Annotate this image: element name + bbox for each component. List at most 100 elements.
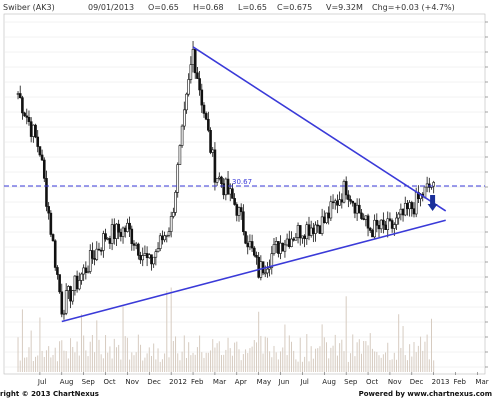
copyright-text: right © 2013 ChartNexus bbox=[0, 390, 99, 398]
candle-body bbox=[51, 234, 55, 242]
candle-body bbox=[360, 212, 363, 219]
candle-body bbox=[281, 242, 285, 252]
candle-body bbox=[62, 312, 66, 315]
candle-body bbox=[53, 240, 57, 268]
price-candles bbox=[16, 40, 435, 320]
candle-body bbox=[132, 243, 136, 246]
candle-body bbox=[323, 216, 326, 223]
candle-body bbox=[425, 183, 429, 188]
candle-body bbox=[382, 219, 385, 226]
candle-body bbox=[272, 244, 276, 254]
candle-body bbox=[207, 118, 210, 131]
candle-body bbox=[115, 223, 118, 239]
candle-body bbox=[353, 202, 357, 214]
candle-body bbox=[32, 124, 35, 137]
candle-body bbox=[309, 227, 313, 236]
x-tick-label: Oct bbox=[366, 378, 378, 386]
candle-body bbox=[377, 225, 381, 230]
candle-body bbox=[163, 235, 166, 241]
candle-body bbox=[119, 231, 123, 237]
candle-body bbox=[274, 241, 278, 245]
x-axis-ticks: Jul Aug Sep Oct Nov Dec 2012 Feb Mar Apr May Jun Jul… bbox=[37, 372, 489, 386]
header-date: 09/01/2013 bbox=[88, 3, 134, 12]
grid bbox=[4, 21, 485, 368]
candle-body bbox=[305, 224, 309, 240]
candle-body bbox=[178, 145, 182, 165]
candle-body bbox=[154, 251, 158, 258]
candle-body bbox=[152, 256, 155, 265]
candle-body bbox=[270, 253, 274, 268]
candle-body bbox=[393, 224, 396, 229]
trendline-upper bbox=[192, 46, 447, 212]
candle-body bbox=[211, 149, 215, 153]
candle-body bbox=[331, 201, 335, 204]
powered-by-link[interactable]: Powered by www.chartnexus.com bbox=[359, 390, 492, 398]
x-tick-label: Apr bbox=[235, 378, 247, 386]
x-tick-label: Dec bbox=[410, 378, 424, 386]
candle-body bbox=[97, 248, 101, 251]
candle-body bbox=[180, 125, 184, 146]
candle-body bbox=[375, 219, 379, 226]
candle-body bbox=[145, 253, 149, 259]
candle-body bbox=[56, 267, 59, 275]
candle-body bbox=[150, 254, 153, 265]
candle-body bbox=[77, 280, 81, 290]
candle-body bbox=[298, 225, 302, 239]
candle-body bbox=[213, 149, 217, 183]
candle-body bbox=[108, 238, 112, 244]
candle-body bbox=[294, 237, 298, 241]
candle-body bbox=[80, 273, 83, 281]
candle-body bbox=[102, 233, 105, 251]
candle-body bbox=[358, 204, 361, 214]
candle-body bbox=[27, 117, 31, 122]
header-change: Chg=+0.03 (+4.7%) bbox=[372, 3, 455, 12]
candle-body bbox=[224, 178, 228, 196]
candle-body bbox=[202, 104, 206, 114]
candle-body bbox=[235, 204, 239, 216]
candle-body bbox=[228, 188, 232, 195]
candle-body bbox=[257, 256, 260, 278]
candle-body bbox=[333, 200, 337, 204]
candle-body bbox=[268, 267, 271, 270]
candle-body bbox=[156, 248, 160, 252]
candle-body bbox=[106, 238, 110, 240]
candle-body bbox=[327, 212, 330, 219]
candle-body bbox=[182, 109, 186, 127]
candle-body bbox=[75, 275, 79, 290]
candle-body bbox=[338, 199, 341, 206]
candle-body bbox=[215, 178, 219, 183]
candle-body bbox=[121, 227, 125, 237]
up-arrow-shape bbox=[427, 194, 438, 211]
header-close: C=0.675 bbox=[277, 3, 312, 12]
candle-body bbox=[399, 208, 403, 215]
candle-body bbox=[239, 207, 243, 213]
candle-body bbox=[397, 213, 400, 219]
x-tick-label: Nov bbox=[125, 378, 139, 386]
trendlines bbox=[61, 46, 447, 323]
candle-body bbox=[38, 146, 42, 156]
candle-body bbox=[314, 224, 317, 234]
candle-body bbox=[395, 217, 398, 225]
candle-body bbox=[158, 235, 162, 249]
candle-body bbox=[36, 136, 40, 147]
up-arrow-icon bbox=[427, 194, 438, 211]
candle-body bbox=[279, 242, 282, 254]
candle-body bbox=[285, 238, 289, 246]
candle-body bbox=[318, 225, 322, 234]
candle-body bbox=[161, 235, 164, 241]
candle-body bbox=[355, 204, 359, 214]
x-tick-label: Mar bbox=[475, 378, 488, 386]
candle-body bbox=[250, 241, 254, 249]
candle-body bbox=[64, 290, 68, 314]
x-tick-label: Jun bbox=[278, 378, 290, 386]
security-name: Swiber (AK3) bbox=[3, 3, 55, 12]
candle-body bbox=[128, 222, 131, 230]
candle-body bbox=[25, 115, 29, 118]
candle-body bbox=[198, 78, 201, 91]
candle-body bbox=[143, 253, 147, 256]
candle-body bbox=[222, 183, 225, 196]
candle-body bbox=[255, 255, 258, 258]
candle-body bbox=[93, 258, 96, 260]
